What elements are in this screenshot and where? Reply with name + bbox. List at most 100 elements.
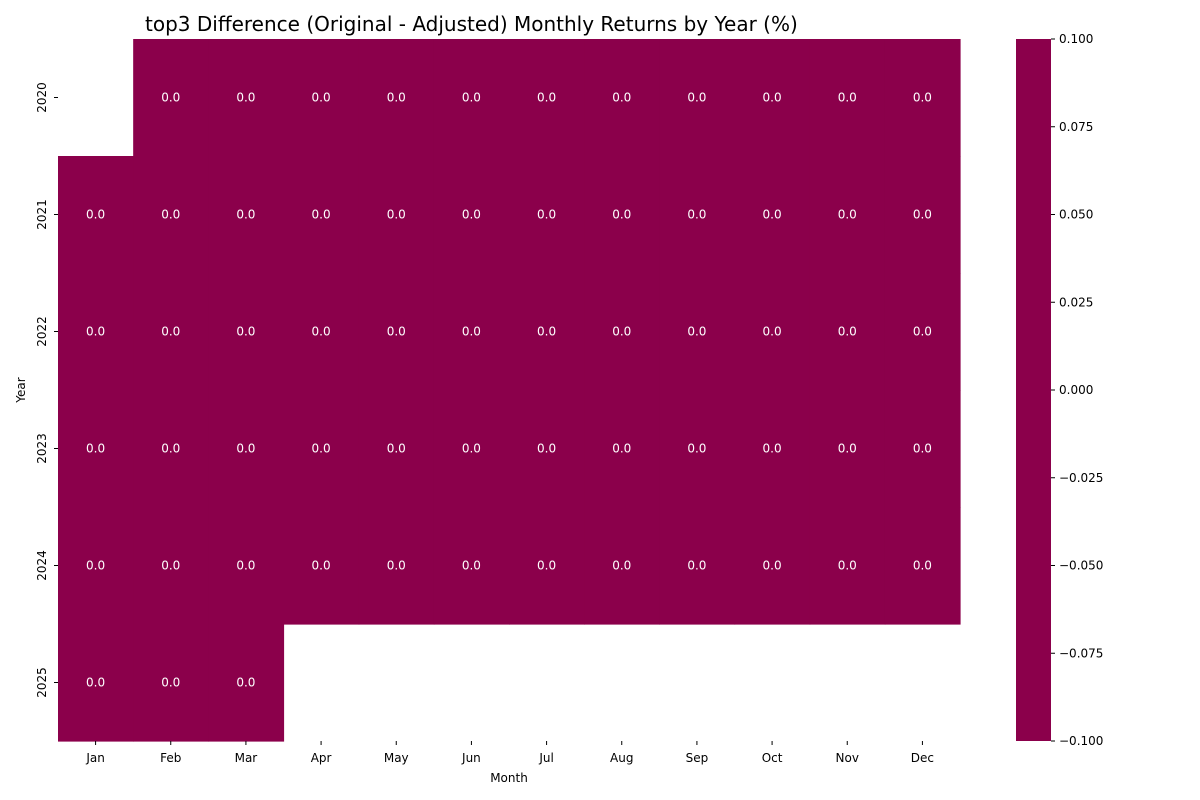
colorbar-tick-label: 0.000 bbox=[1059, 383, 1093, 397]
x-tick-label: Jul bbox=[538, 751, 553, 765]
x-tick-label: Dec bbox=[911, 751, 934, 765]
cell-value-label: 0.0 bbox=[312, 91, 331, 105]
heatmap-cell bbox=[659, 390, 736, 508]
cell-value-label: 0.0 bbox=[687, 442, 706, 456]
cell-value-label: 0.0 bbox=[687, 325, 706, 339]
cell-value-label: 0.0 bbox=[537, 442, 556, 456]
cell-value-label: 0.0 bbox=[462, 442, 481, 456]
cell-value-label: 0.0 bbox=[763, 442, 782, 456]
cell-value-label: 0.0 bbox=[236, 559, 255, 573]
cell-value-label: 0.0 bbox=[236, 442, 255, 456]
x-tick-label: Mar bbox=[235, 751, 258, 765]
heatmap-cell bbox=[283, 273, 360, 391]
heatmap-cell bbox=[208, 624, 285, 742]
x-tick-label: May bbox=[384, 751, 409, 765]
cell-value-label: 0.0 bbox=[687, 559, 706, 573]
heatmap-cell bbox=[208, 507, 285, 625]
cell-value-label: 0.0 bbox=[312, 325, 331, 339]
heatmap-cell bbox=[358, 273, 435, 391]
cell-value-label: 0.0 bbox=[838, 91, 857, 105]
cell-value-label: 0.0 bbox=[161, 208, 180, 222]
cell-value-label: 0.0 bbox=[687, 208, 706, 222]
heatmap-cell bbox=[133, 390, 209, 508]
x-tick-label: Nov bbox=[836, 751, 859, 765]
x-tick-label: Apr bbox=[311, 751, 332, 765]
heatmap-cell bbox=[509, 156, 585, 274]
cell-value-label: 0.0 bbox=[86, 208, 105, 222]
heatmap-cell bbox=[358, 39, 435, 157]
heatmap-cell bbox=[659, 507, 736, 625]
heatmap-cell bbox=[509, 273, 585, 391]
heatmap-cell bbox=[283, 39, 360, 157]
y-tick-label: 2020 bbox=[35, 82, 49, 113]
cell-value-label: 0.0 bbox=[86, 676, 105, 690]
heatmap-cell bbox=[884, 273, 961, 391]
cell-value-label: 0.0 bbox=[838, 559, 857, 573]
x-tick-label: Sep bbox=[686, 751, 709, 765]
cell-value-label: 0.0 bbox=[838, 208, 857, 222]
cell-value-label: 0.0 bbox=[687, 91, 706, 105]
heatmap-cell bbox=[809, 156, 886, 274]
cell-value-label: 0.0 bbox=[236, 208, 255, 222]
x-tick-label: Feb bbox=[160, 751, 181, 765]
heatmap-cell bbox=[433, 273, 510, 391]
heatmap-cell bbox=[58, 156, 134, 274]
heatmap-cell bbox=[433, 39, 510, 157]
heatmap-cell bbox=[133, 156, 209, 274]
heatmap-cell bbox=[133, 624, 209, 742]
y-axis: 2020 2021 2022 2023 2024 2025 bbox=[35, 82, 58, 698]
heatmap-cell bbox=[734, 390, 811, 508]
x-tick-label: Jun bbox=[461, 751, 481, 765]
y-tick-label: 2025 bbox=[35, 667, 49, 698]
colorbar-tick-label: 0.075 bbox=[1059, 120, 1093, 134]
cell-value-label: 0.0 bbox=[86, 442, 105, 456]
y-axis-label: Year bbox=[14, 377, 28, 403]
cell-value-label: 0.0 bbox=[913, 208, 932, 222]
heatmap-cell bbox=[358, 156, 435, 274]
colorbar-tick-label: −0.025 bbox=[1059, 471, 1103, 485]
colorbar-tick-label: −0.050 bbox=[1059, 559, 1103, 573]
heatmap-cell bbox=[734, 156, 811, 274]
cell-value-label: 0.0 bbox=[913, 325, 932, 339]
heatmap-cell bbox=[283, 156, 360, 274]
heatmap-cell-labels: 0.0 0.0 0.0 0.0 0.0 0.0 0.0 0.0 0.0 0.0 0.0 0.0 0.0 0… bbox=[86, 91, 932, 690]
cell-value-label: 0.0 bbox=[537, 559, 556, 573]
cell-value-label: 0.0 bbox=[86, 559, 105, 573]
y-tick-label: 2021 bbox=[35, 199, 49, 230]
cell-value-label: 0.0 bbox=[236, 676, 255, 690]
heatmap-cell bbox=[734, 273, 811, 391]
heatmap-cell bbox=[58, 507, 134, 625]
heatmap-cell bbox=[509, 390, 585, 508]
cell-value-label: 0.0 bbox=[161, 676, 180, 690]
heatmap-cell bbox=[358, 507, 435, 625]
cell-value-label: 0.0 bbox=[763, 559, 782, 573]
cell-value-label: 0.0 bbox=[763, 325, 782, 339]
cell-value-label: 0.0 bbox=[387, 559, 406, 573]
colorbar-tick-label: 0.025 bbox=[1059, 295, 1093, 309]
cell-value-label: 0.0 bbox=[86, 325, 105, 339]
cell-value-label: 0.0 bbox=[161, 442, 180, 456]
y-tick-label: 2022 bbox=[35, 316, 49, 347]
y-tick-label: 2023 bbox=[35, 433, 49, 464]
heatmap-cell bbox=[58, 624, 134, 742]
cell-value-label: 0.0 bbox=[838, 442, 857, 456]
cell-value-label: 0.0 bbox=[387, 442, 406, 456]
heatmap-cell bbox=[584, 507, 660, 625]
heatmap-cell bbox=[734, 507, 811, 625]
heatmap-cell bbox=[133, 507, 209, 625]
cell-value-label: 0.0 bbox=[312, 559, 331, 573]
colorbar-tick-label: −0.075 bbox=[1059, 646, 1103, 660]
heatmap-cell bbox=[659, 39, 736, 157]
cell-value-label: 0.0 bbox=[913, 559, 932, 573]
heatmap-cell bbox=[659, 273, 736, 391]
heatmap-cell bbox=[809, 390, 886, 508]
colorbar-fill bbox=[1016, 39, 1051, 741]
heatmap-cell bbox=[208, 390, 285, 508]
colorbar-tick-label: 0.100 bbox=[1059, 32, 1093, 46]
chart-title: top3 Difference (Original - Adjusted) Mo… bbox=[145, 12, 798, 36]
heatmap-cells bbox=[58, 39, 961, 742]
cell-value-label: 0.0 bbox=[612, 442, 631, 456]
colorbar: 0.100 0.075 0.050 0.025 0.000 −0.025 −0.050 −0.… bbox=[1016, 32, 1103, 748]
heatmap-cell bbox=[283, 390, 360, 508]
cell-value-label: 0.0 bbox=[462, 325, 481, 339]
